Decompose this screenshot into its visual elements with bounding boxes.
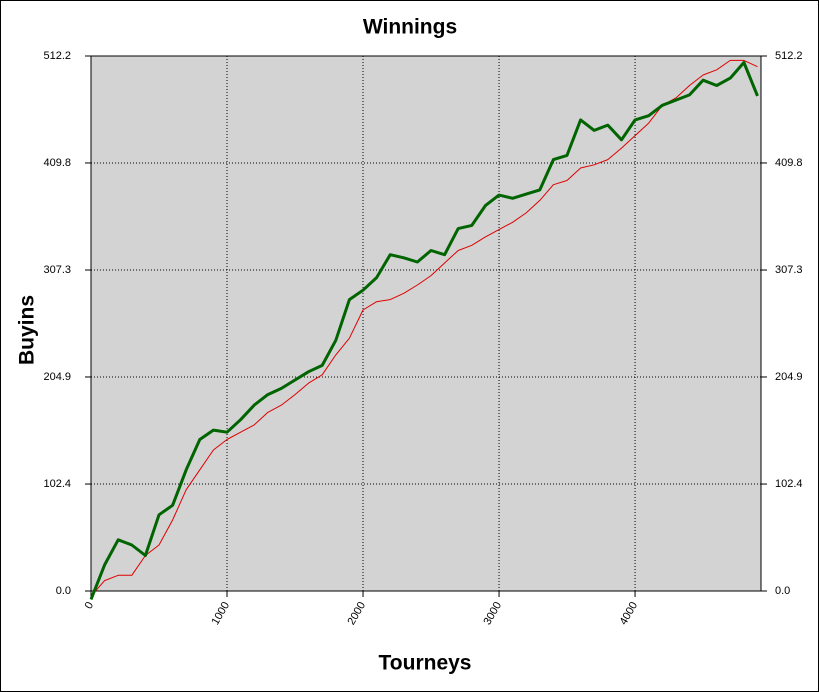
chart-title: Winnings xyxy=(363,16,457,39)
y-axis-label: Buyins xyxy=(16,295,39,365)
x-tick-label: 0 xyxy=(83,600,96,611)
y-tick-label: 204.9 xyxy=(43,371,71,383)
x-axis-label: Tourneys xyxy=(379,652,472,675)
y-tick-label: 307.3 xyxy=(43,264,71,276)
y-tick-label: 512.2 xyxy=(43,50,71,62)
plot-area xyxy=(90,55,762,592)
y2-tick-label: 512.2 xyxy=(775,50,803,62)
y2-tick-label: 307.3 xyxy=(775,264,803,276)
y-tick-label: 0.0 xyxy=(56,585,71,597)
line xyxy=(89,61,759,600)
y2-tick-label: 102.4 xyxy=(775,478,803,490)
y2-tick-label: 0.0 xyxy=(775,585,790,597)
line xyxy=(90,59,758,597)
y2-tick-label: 409.8 xyxy=(775,157,803,169)
y2-tick-label: 204.9 xyxy=(775,371,803,383)
y-tick-label: 102.4 xyxy=(43,478,71,490)
y-tick-label: 409.8 xyxy=(43,157,71,169)
